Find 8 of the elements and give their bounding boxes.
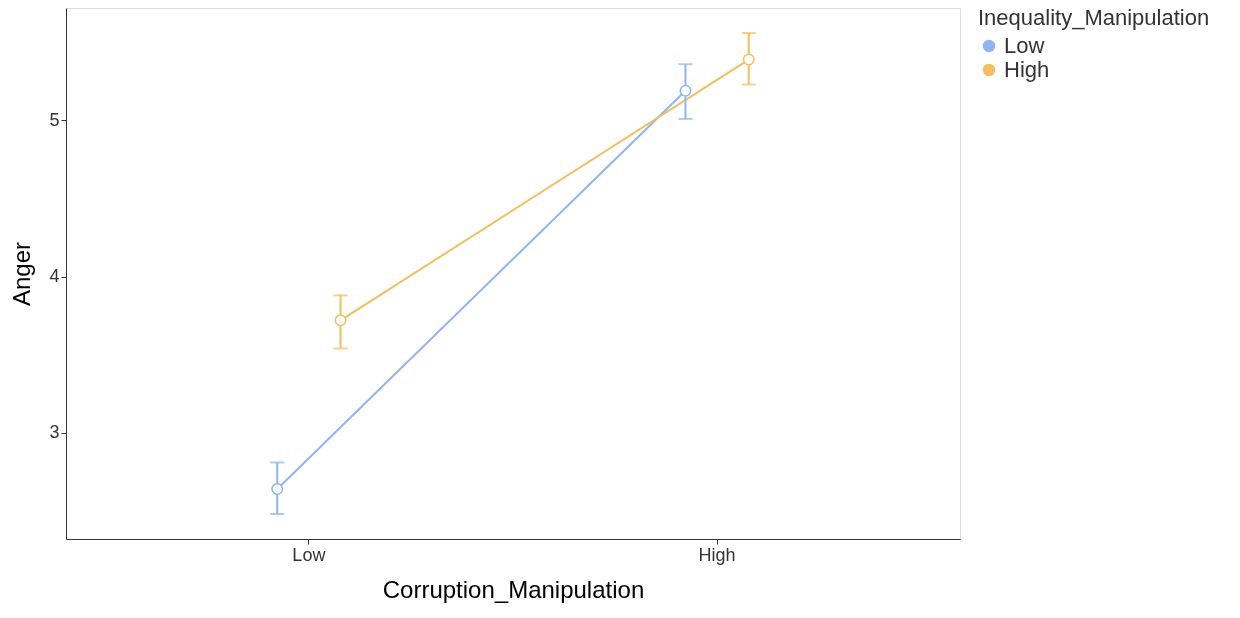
legend-title: Inequality_Manipulation <box>978 5 1210 30</box>
y-axis-title: Anger <box>8 241 36 307</box>
y-tick-label: 5 <box>49 109 60 130</box>
legend-label: Low <box>1004 33 1045 58</box>
y-tick-label: 3 <box>49 422 60 443</box>
legend-label: High <box>1004 57 1050 82</box>
y-tick-label: 4 <box>49 266 60 287</box>
x-axis-title: Corruption_Manipulation <box>382 575 645 603</box>
